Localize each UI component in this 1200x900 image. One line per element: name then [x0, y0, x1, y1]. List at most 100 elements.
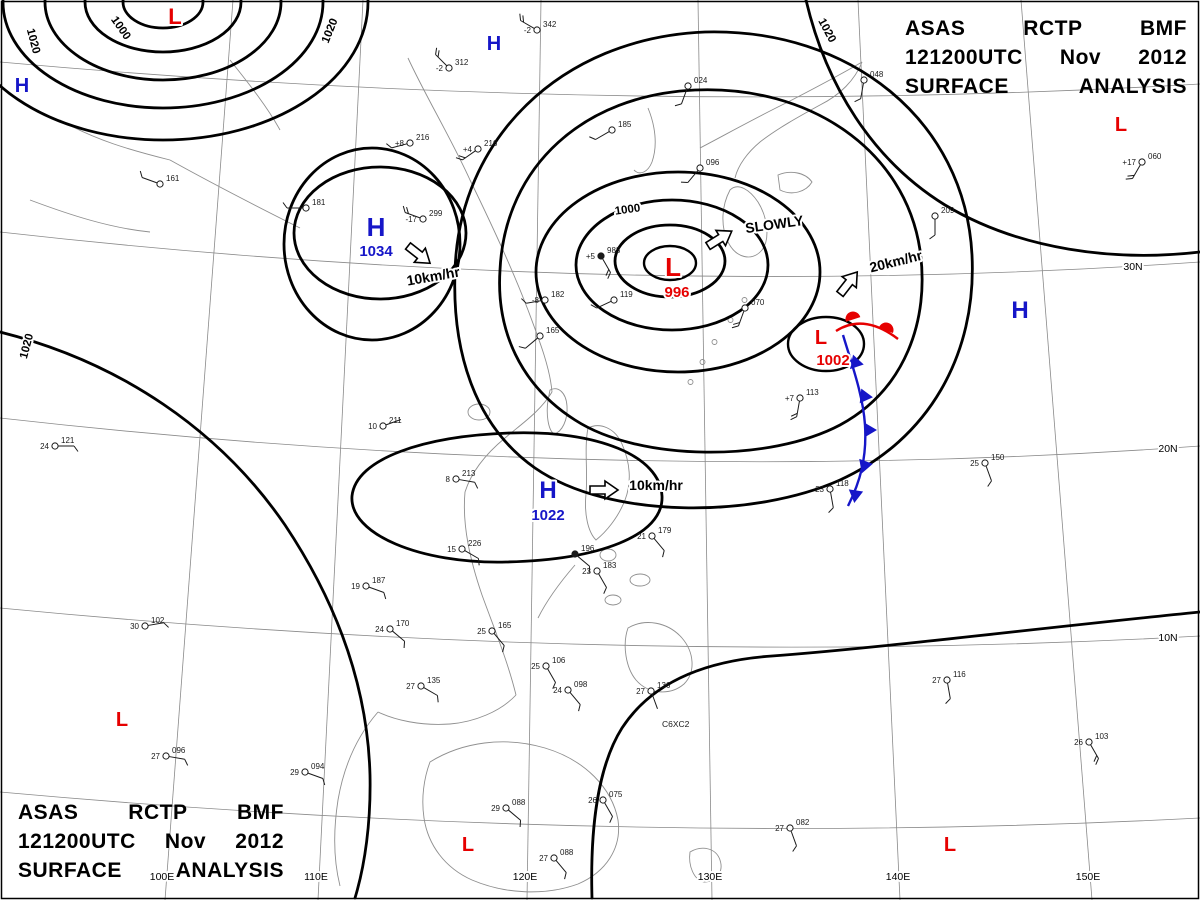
- station-pressure: 094: [311, 762, 325, 771]
- station-circle: [593, 567, 601, 575]
- station-plot: 165: [518, 326, 560, 349]
- station-temp: 24: [375, 625, 384, 634]
- wind-barb: [680, 170, 699, 184]
- wind-barb-tick: [552, 682, 556, 689]
- wind-barb: [731, 310, 745, 329]
- station-circle: [608, 126, 616, 134]
- station-pressure: 312: [455, 58, 469, 67]
- station-circle: [417, 682, 425, 690]
- coastline: [229, 59, 281, 131]
- title-line-datetime: 121200UTC Nov 2012: [18, 830, 284, 853]
- wind-barb-tick: [945, 698, 951, 704]
- station-plot: 209: [929, 206, 955, 240]
- movement-arrow-icon: [404, 241, 432, 265]
- title-block-top-right: ASAS RCTP BMF 121200UTC Nov 2012 SURFACE…: [905, 14, 1187, 101]
- station-plot: 29 094: [290, 762, 326, 786]
- station-pressure: 216: [416, 133, 430, 142]
- movement-arrow-icon: [704, 229, 733, 251]
- high-pressure-center: H: [15, 75, 29, 97]
- station-circle: [406, 139, 414, 147]
- station-plot: 024: [674, 76, 708, 107]
- wind-barb: [282, 202, 303, 209]
- station-temp: 27: [539, 854, 548, 863]
- latitude-label: 30N: [1123, 261, 1142, 273]
- wind-barb: [547, 668, 556, 689]
- wind-barb: [493, 633, 505, 653]
- wind-barb: [569, 692, 581, 712]
- station-plot: 10 211: [368, 416, 402, 431]
- station-circle: [536, 332, 544, 340]
- station-pressure: 187: [372, 576, 386, 585]
- wind-barb-shaft: [651, 693, 658, 710]
- station-pressure: 136: [657, 681, 671, 690]
- wind-barb-tick: [1093, 755, 1098, 762]
- coastline: [334, 711, 379, 887]
- coastline: [741, 297, 748, 303]
- wind-barb: [459, 479, 479, 489]
- wind-barb-shaft: [790, 830, 797, 847]
- wind-barb: [368, 586, 387, 600]
- cold-front-symbol: [864, 422, 877, 438]
- station-pressure: 165: [546, 326, 560, 335]
- station-pressure: 213: [462, 469, 476, 478]
- isobar-value-label: 1020: [320, 17, 341, 45]
- station-circle: [860, 76, 868, 84]
- station-plot: 181: [282, 198, 326, 212]
- coastline: [29, 199, 151, 233]
- coastline: [777, 171, 813, 194]
- wind-barb-shaft: [435, 54, 448, 67]
- station-temp: +8: [395, 139, 405, 148]
- wind-barb-shaft: [141, 177, 158, 184]
- station-pressure: 060: [1148, 152, 1162, 161]
- title-line-datetime: 121200UTC Nov 2012: [905, 46, 1187, 69]
- station-plot: 24 121: [40, 436, 79, 452]
- station-pressure: 299: [429, 209, 443, 218]
- wind-barb-shaft: [796, 401, 800, 417]
- wind-barb-tick: [139, 170, 143, 178]
- station-plot: -2 312: [435, 47, 469, 73]
- isobar-value-label: 1000: [614, 202, 641, 217]
- station-circle: [647, 687, 655, 695]
- station-circle: [943, 676, 951, 684]
- coastline: [464, 391, 553, 493]
- station-plot: 19 187: [351, 576, 387, 600]
- wind-barb-shaft: [555, 860, 567, 873]
- wind-barb-shaft: [1132, 164, 1141, 179]
- wind-barb: [674, 88, 688, 107]
- wind-barb-tick: [474, 482, 479, 489]
- station-pressure: 181: [312, 198, 326, 207]
- station-pressure: 088: [560, 848, 574, 857]
- station-pressure: 096: [706, 158, 720, 167]
- isobar: [0, 330, 372, 900]
- wind-barb-tick: [458, 155, 466, 159]
- station-circle: [610, 296, 618, 304]
- station-pressure: 216: [484, 139, 498, 148]
- isobar: [0, 0, 370, 142]
- wind-barb: [598, 573, 607, 594]
- wind-barb-shaft: [520, 20, 535, 29]
- station-circle: [452, 475, 460, 483]
- longitude-line: [857, 0, 901, 900]
- station-temp: 23: [815, 485, 824, 494]
- station-pressure: 179: [658, 526, 672, 535]
- station-circle: [648, 532, 656, 540]
- wind-barb-tick: [680, 181, 688, 184]
- station-circle: [141, 622, 149, 630]
- station-circle: [301, 768, 309, 776]
- wind-barb-tick: [609, 816, 613, 823]
- station-pressure: 211: [389, 416, 402, 425]
- coastline: [377, 694, 517, 725]
- cold-front-symbol: [849, 354, 864, 370]
- station-pressure: 103: [1095, 732, 1109, 741]
- wind-barb: [854, 83, 864, 103]
- station-temp: +7: [785, 394, 795, 403]
- isobar: [534, 170, 822, 374]
- station-pressure: 182: [551, 290, 565, 299]
- wind-barb-shaft: [604, 802, 613, 817]
- wind-barb-tick: [455, 157, 463, 161]
- coastline: [711, 339, 718, 345]
- longitude-label: 120E: [513, 871, 538, 883]
- wind-barb-tick: [790, 416, 797, 421]
- station-temp: 27: [636, 687, 645, 696]
- wind-barb: [1125, 164, 1141, 180]
